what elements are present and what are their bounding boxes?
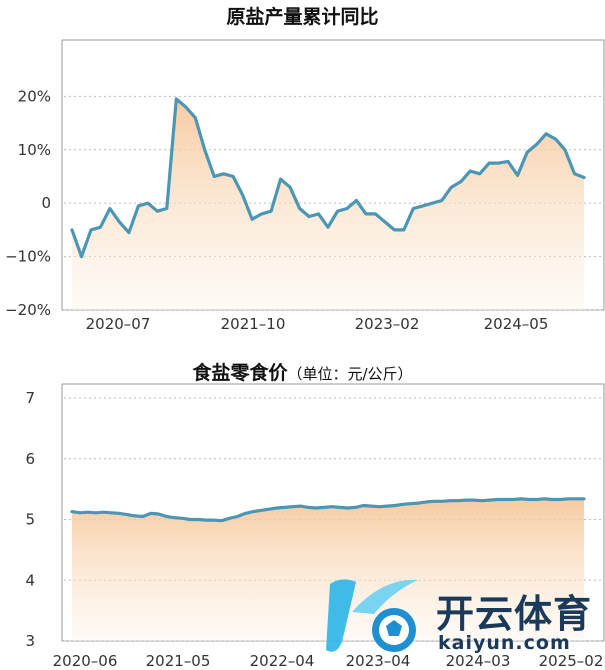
- chart2-title-main: 食盐零食价: [192, 362, 288, 384]
- chart1-area-fill: [72, 99, 584, 310]
- watermark-brand-text: 开云体育: [436, 592, 593, 636]
- chart2-series-line: [70, 497, 586, 523]
- watermark-url: kaiyun.com: [438, 632, 571, 654]
- chart2-x-tick-label: 2025–02: [539, 652, 604, 670]
- chart1-title: 原盐产量累计同比: [226, 6, 379, 28]
- chart2-y-tick-label: 4: [25, 571, 35, 589]
- chart2-x-tick-label: 2020–06: [53, 652, 118, 670]
- chart1-x-tick-label: 2020–07: [86, 315, 151, 333]
- chart2-y-tick-label: 5: [25, 511, 35, 529]
- chart2-subtitle: （单位：元/公斤）: [287, 365, 413, 383]
- chart2-x-tick-label: 2021–05: [146, 652, 211, 670]
- chart1-y-tick-label: −10%: [5, 248, 51, 266]
- chart2-y-tick-label: 3: [25, 632, 35, 650]
- chart1: 20% 10% 0 −10% −20% 2020–07 2021–10 2023–02 2024…: [5, 39, 605, 333]
- chart2-frame: [62, 383, 605, 641]
- chart2-x-tick-label: 2023–04: [346, 652, 411, 670]
- chart1-y-tick-label: 0: [41, 194, 51, 212]
- chart2-y-tick-label: 7: [25, 389, 35, 407]
- logo-k-icon: [326, 579, 418, 652]
- chart1-y-tick-label: −20%: [5, 301, 51, 319]
- chart1-y-tick-label: 20%: [18, 87, 51, 105]
- chart1-frame: [62, 39, 605, 310]
- chart2-x-tick-label: 2024–03: [446, 652, 511, 670]
- chart1-y-tick-label: 10%: [18, 141, 51, 159]
- chart2-area-fill: [72, 498, 584, 641]
- chart1-x-tick-label: 2023–02: [355, 315, 420, 333]
- chart2: 7 6 5 4 3 2020–06 2021–05 2022–04 2023–04 2024–03…: [25, 383, 605, 670]
- chart1-x-tick-label: 2024–05: [484, 315, 549, 333]
- chart2-x-tick-label: 2022–04: [250, 652, 315, 670]
- chart1-x-tick-label: 2021–10: [221, 315, 286, 333]
- chart2-title: 食盐零食价（单位：元/公斤）: [0, 358, 605, 385]
- watermark-logo: [322, 572, 602, 662]
- chart2-y-tick-label: 6: [25, 450, 35, 468]
- chart1-series-line: [70, 97, 586, 259]
